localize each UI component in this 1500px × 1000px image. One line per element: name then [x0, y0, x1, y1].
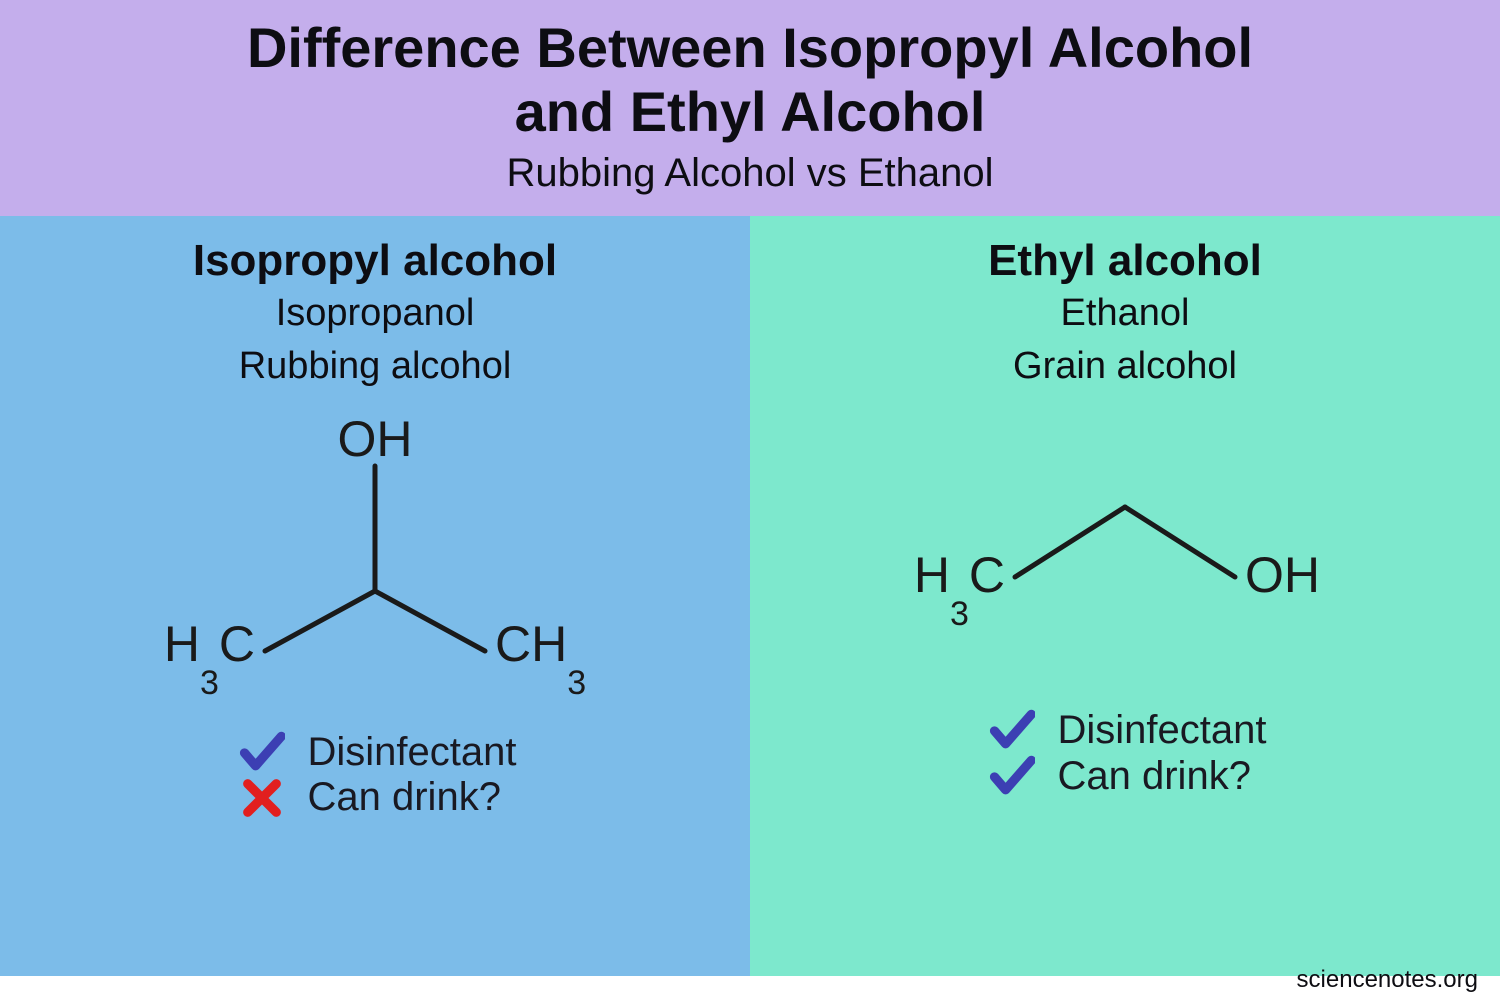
- svg-text:H3C: H3C: [914, 547, 1005, 633]
- panel-right-aka2: Grain alcohol: [1013, 341, 1237, 392]
- property-label: Disinfectant: [308, 730, 517, 775]
- panel-left-aka1: Isopropanol: [276, 288, 475, 339]
- check-icon: [984, 753, 1040, 799]
- panel-left-aka2: Rubbing alcohol: [239, 341, 512, 392]
- panel-ethyl: Ethyl alcohol Ethanol Grain alcohol H3C …: [750, 216, 1500, 976]
- panel-right-title: Ethyl alcohol: [988, 236, 1262, 286]
- property-label: Disinfectant: [1058, 708, 1267, 753]
- svg-text:H3C: H3C: [164, 616, 255, 702]
- property-row: Can drink?: [984, 753, 1267, 799]
- panel-isopropyl: Isopropyl alcohol Isopropanol Rubbing al…: [0, 216, 750, 976]
- check-icon: [984, 707, 1040, 753]
- panel-left-title: Isopropyl alcohol: [193, 236, 557, 286]
- subtitle: Rubbing Alcohol vs Ethanol: [40, 151, 1460, 196]
- property-row: Disinfectant: [984, 707, 1267, 753]
- check-icon: [234, 729, 290, 775]
- source-credit: sciencenotes.org: [1297, 966, 1478, 994]
- panel-right-aka1: Ethanol: [1061, 288, 1190, 339]
- title-line-1: Difference Between Isopropyl Alcohol: [247, 16, 1253, 79]
- property-row: Disinfectant: [234, 729, 517, 775]
- main-title: Difference Between Isopropyl Alcohol and…: [40, 16, 1460, 145]
- svg-text:OH: OH: [338, 411, 413, 467]
- property-row: Can drink?: [234, 775, 517, 820]
- cross-icon: [234, 777, 290, 819]
- header: Difference Between Isopropyl Alcohol and…: [0, 0, 1500, 216]
- panel-left-properties: Disinfectant Can drink?: [234, 729, 517, 820]
- title-line-2: and Ethyl Alcohol: [515, 80, 986, 143]
- property-label: Can drink?: [308, 775, 501, 820]
- isopropyl-structure: OH H3C CH3: [145, 406, 605, 721]
- property-label: Can drink?: [1058, 754, 1251, 799]
- svg-text:OH: OH: [1245, 547, 1320, 603]
- panel-right-properties: Disinfectant Can drink?: [984, 707, 1267, 799]
- comparison-panels: Isopropyl alcohol Isopropanol Rubbing al…: [0, 216, 1500, 976]
- svg-text:CH3: CH3: [495, 616, 586, 702]
- ethyl-structure: H3C OH: [875, 452, 1375, 657]
